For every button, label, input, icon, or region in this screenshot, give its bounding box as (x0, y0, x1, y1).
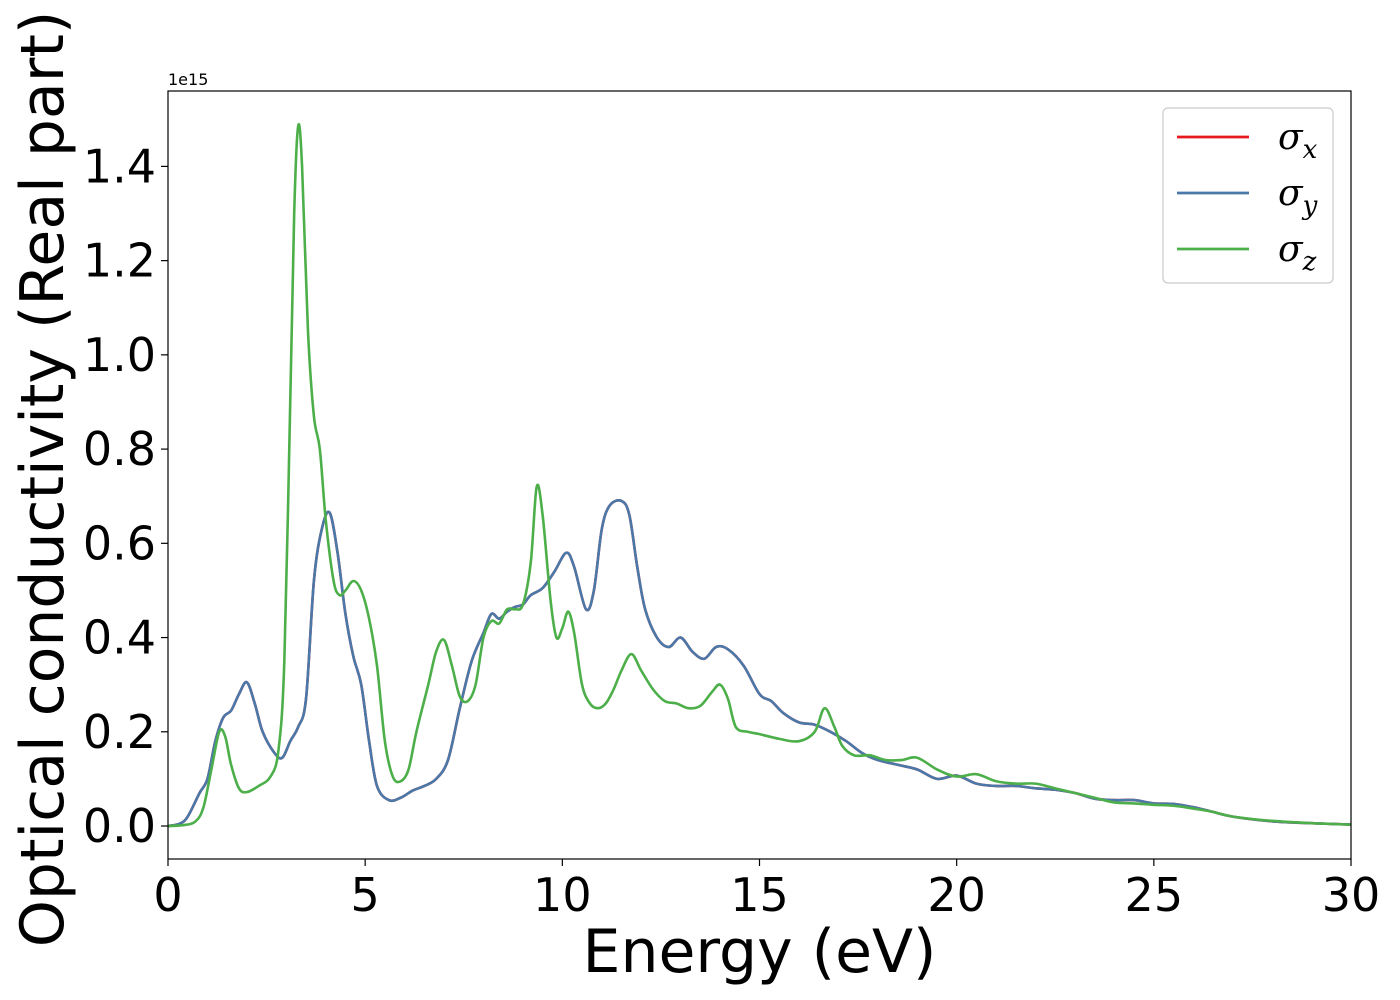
legend-item-z: σz (1177, 229, 1317, 277)
legend: σx σy σz (1162, 107, 1334, 284)
x-tick-label: 0 (153, 868, 182, 922)
y-tick-label: 0.8 (83, 422, 156, 476)
x-tick-label: 15 (730, 868, 789, 922)
legend-label-y: σy (1278, 173, 1318, 221)
series-layer (168, 123, 1351, 828)
series-line-y (168, 499, 1351, 828)
y-tick-label: 0.4 (83, 611, 156, 665)
legend-label-z: σz (1278, 229, 1317, 277)
x-tick-label: 5 (351, 868, 380, 922)
x-tick-label: 10 (533, 868, 592, 922)
legend-box (1162, 107, 1334, 284)
legend-item-x: σx (1177, 117, 1318, 165)
legend-items: σx σy σz (1177, 117, 1318, 277)
x-tick-label: 25 (1125, 868, 1184, 922)
x-tick-label: 20 (927, 868, 986, 922)
x-axis-label: Energy (eV) (583, 917, 937, 987)
y-axis: 0.0 0.2 0.4 0.6 0.8 1.0 1.2 1.4 (83, 139, 168, 853)
y-offset-label: 1e15 (168, 70, 208, 89)
y-tick-label: 1.2 (83, 234, 156, 288)
y-axis-label: Optical conductivity (Real part) (8, 11, 78, 948)
legend-item-y: σy (1177, 173, 1318, 221)
y-tick-label: 0.0 (83, 799, 156, 853)
y-tick-label: 1.0 (83, 328, 156, 382)
x-axis: 0 5 10 15 20 25 30 (153, 859, 1380, 922)
y-tick-label: 0.6 (83, 516, 156, 570)
y-tick-label: 0.2 (83, 705, 156, 759)
legend-label-x: σx (1278, 117, 1318, 165)
x-tick-label: 30 (1322, 868, 1381, 922)
plot-area (167, 90, 1352, 860)
series-line-z (168, 123, 1351, 828)
y-tick-label: 1.4 (83, 139, 156, 193)
